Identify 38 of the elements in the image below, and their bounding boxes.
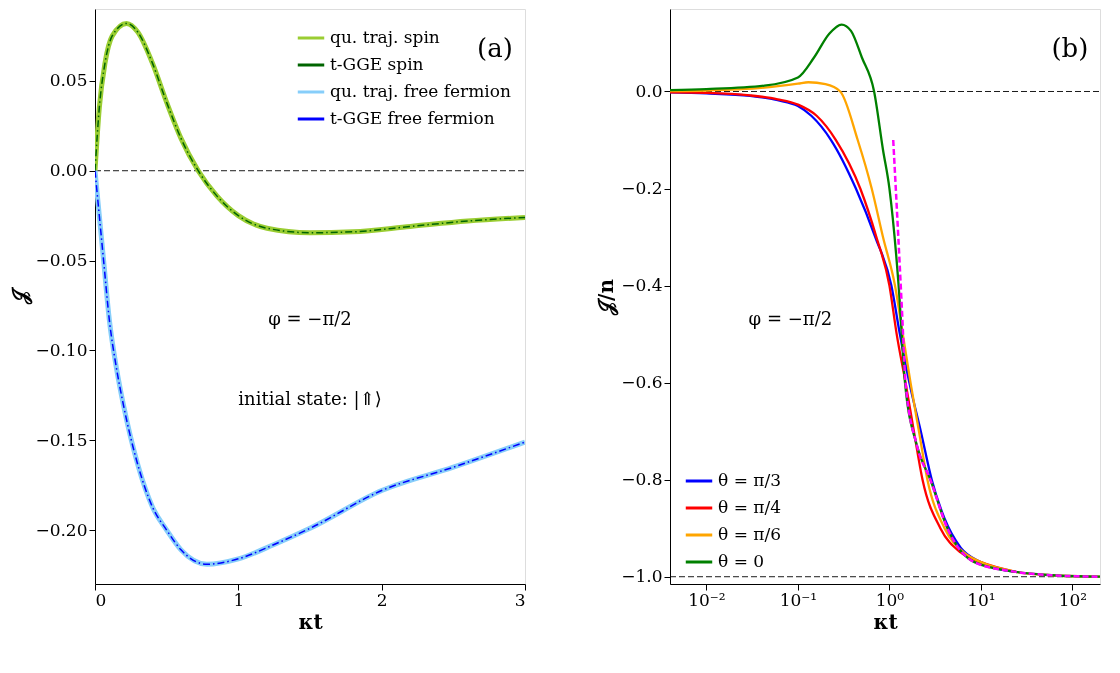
y-tick-label: 0.0 xyxy=(635,80,663,101)
y-tick-label: 0.05 xyxy=(49,70,88,91)
annotation: (a) xyxy=(477,33,513,64)
legend-label: θ = 0 xyxy=(718,551,765,571)
y-tick-label: 0.00 xyxy=(49,160,88,181)
legend-label: qu. traj. spin xyxy=(330,27,440,47)
x-tick-label: 10² xyxy=(1058,589,1088,610)
y-tick-label: −1.0 xyxy=(621,566,663,587)
legend-label: qu. traj. free fermion xyxy=(330,81,512,101)
legend-label: t-GGE spin xyxy=(330,54,424,74)
annotation: initial state: |⇑⟩ xyxy=(238,388,382,410)
y-axis-title: 𝒥 xyxy=(8,286,34,305)
x-axis-title: κt xyxy=(298,609,324,634)
y-axis-title: 𝒥/n xyxy=(594,278,620,316)
annotation: (b) xyxy=(1051,33,1089,64)
x-tick-label: 1 xyxy=(233,589,245,610)
legend-label: t-GGE free fermion xyxy=(330,108,495,128)
annotation: φ = −π/2 xyxy=(748,307,833,329)
x-tick-label: 2 xyxy=(376,589,388,610)
y-tick-label: −0.2 xyxy=(621,178,663,199)
y-tick-label: −0.20 xyxy=(35,519,88,540)
legend-label: θ = π/6 xyxy=(718,524,782,544)
y-tick-label: −0.10 xyxy=(35,339,88,360)
x-tick-label: 0 xyxy=(95,589,107,610)
y-tick-label: −0.8 xyxy=(621,469,663,490)
y-tick-label: −0.6 xyxy=(621,372,663,393)
x-tick-label: 10⁰ xyxy=(875,589,905,610)
annotation: φ = −π/2 xyxy=(268,307,352,329)
x-tick-label: 10¹ xyxy=(967,589,996,610)
legend-label: θ = π/4 xyxy=(718,497,782,517)
x-tick-label: 10⁻¹ xyxy=(779,589,818,610)
y-tick-label: −0.4 xyxy=(621,275,663,296)
x-tick-label: 3 xyxy=(514,589,526,610)
x-tick-label: 10⁻² xyxy=(688,589,726,610)
y-tick-label: −0.05 xyxy=(35,250,88,271)
y-tick-label: −0.15 xyxy=(35,429,88,450)
legend-label: θ = π/3 xyxy=(718,470,782,490)
x-axis-title: κt xyxy=(873,609,899,634)
